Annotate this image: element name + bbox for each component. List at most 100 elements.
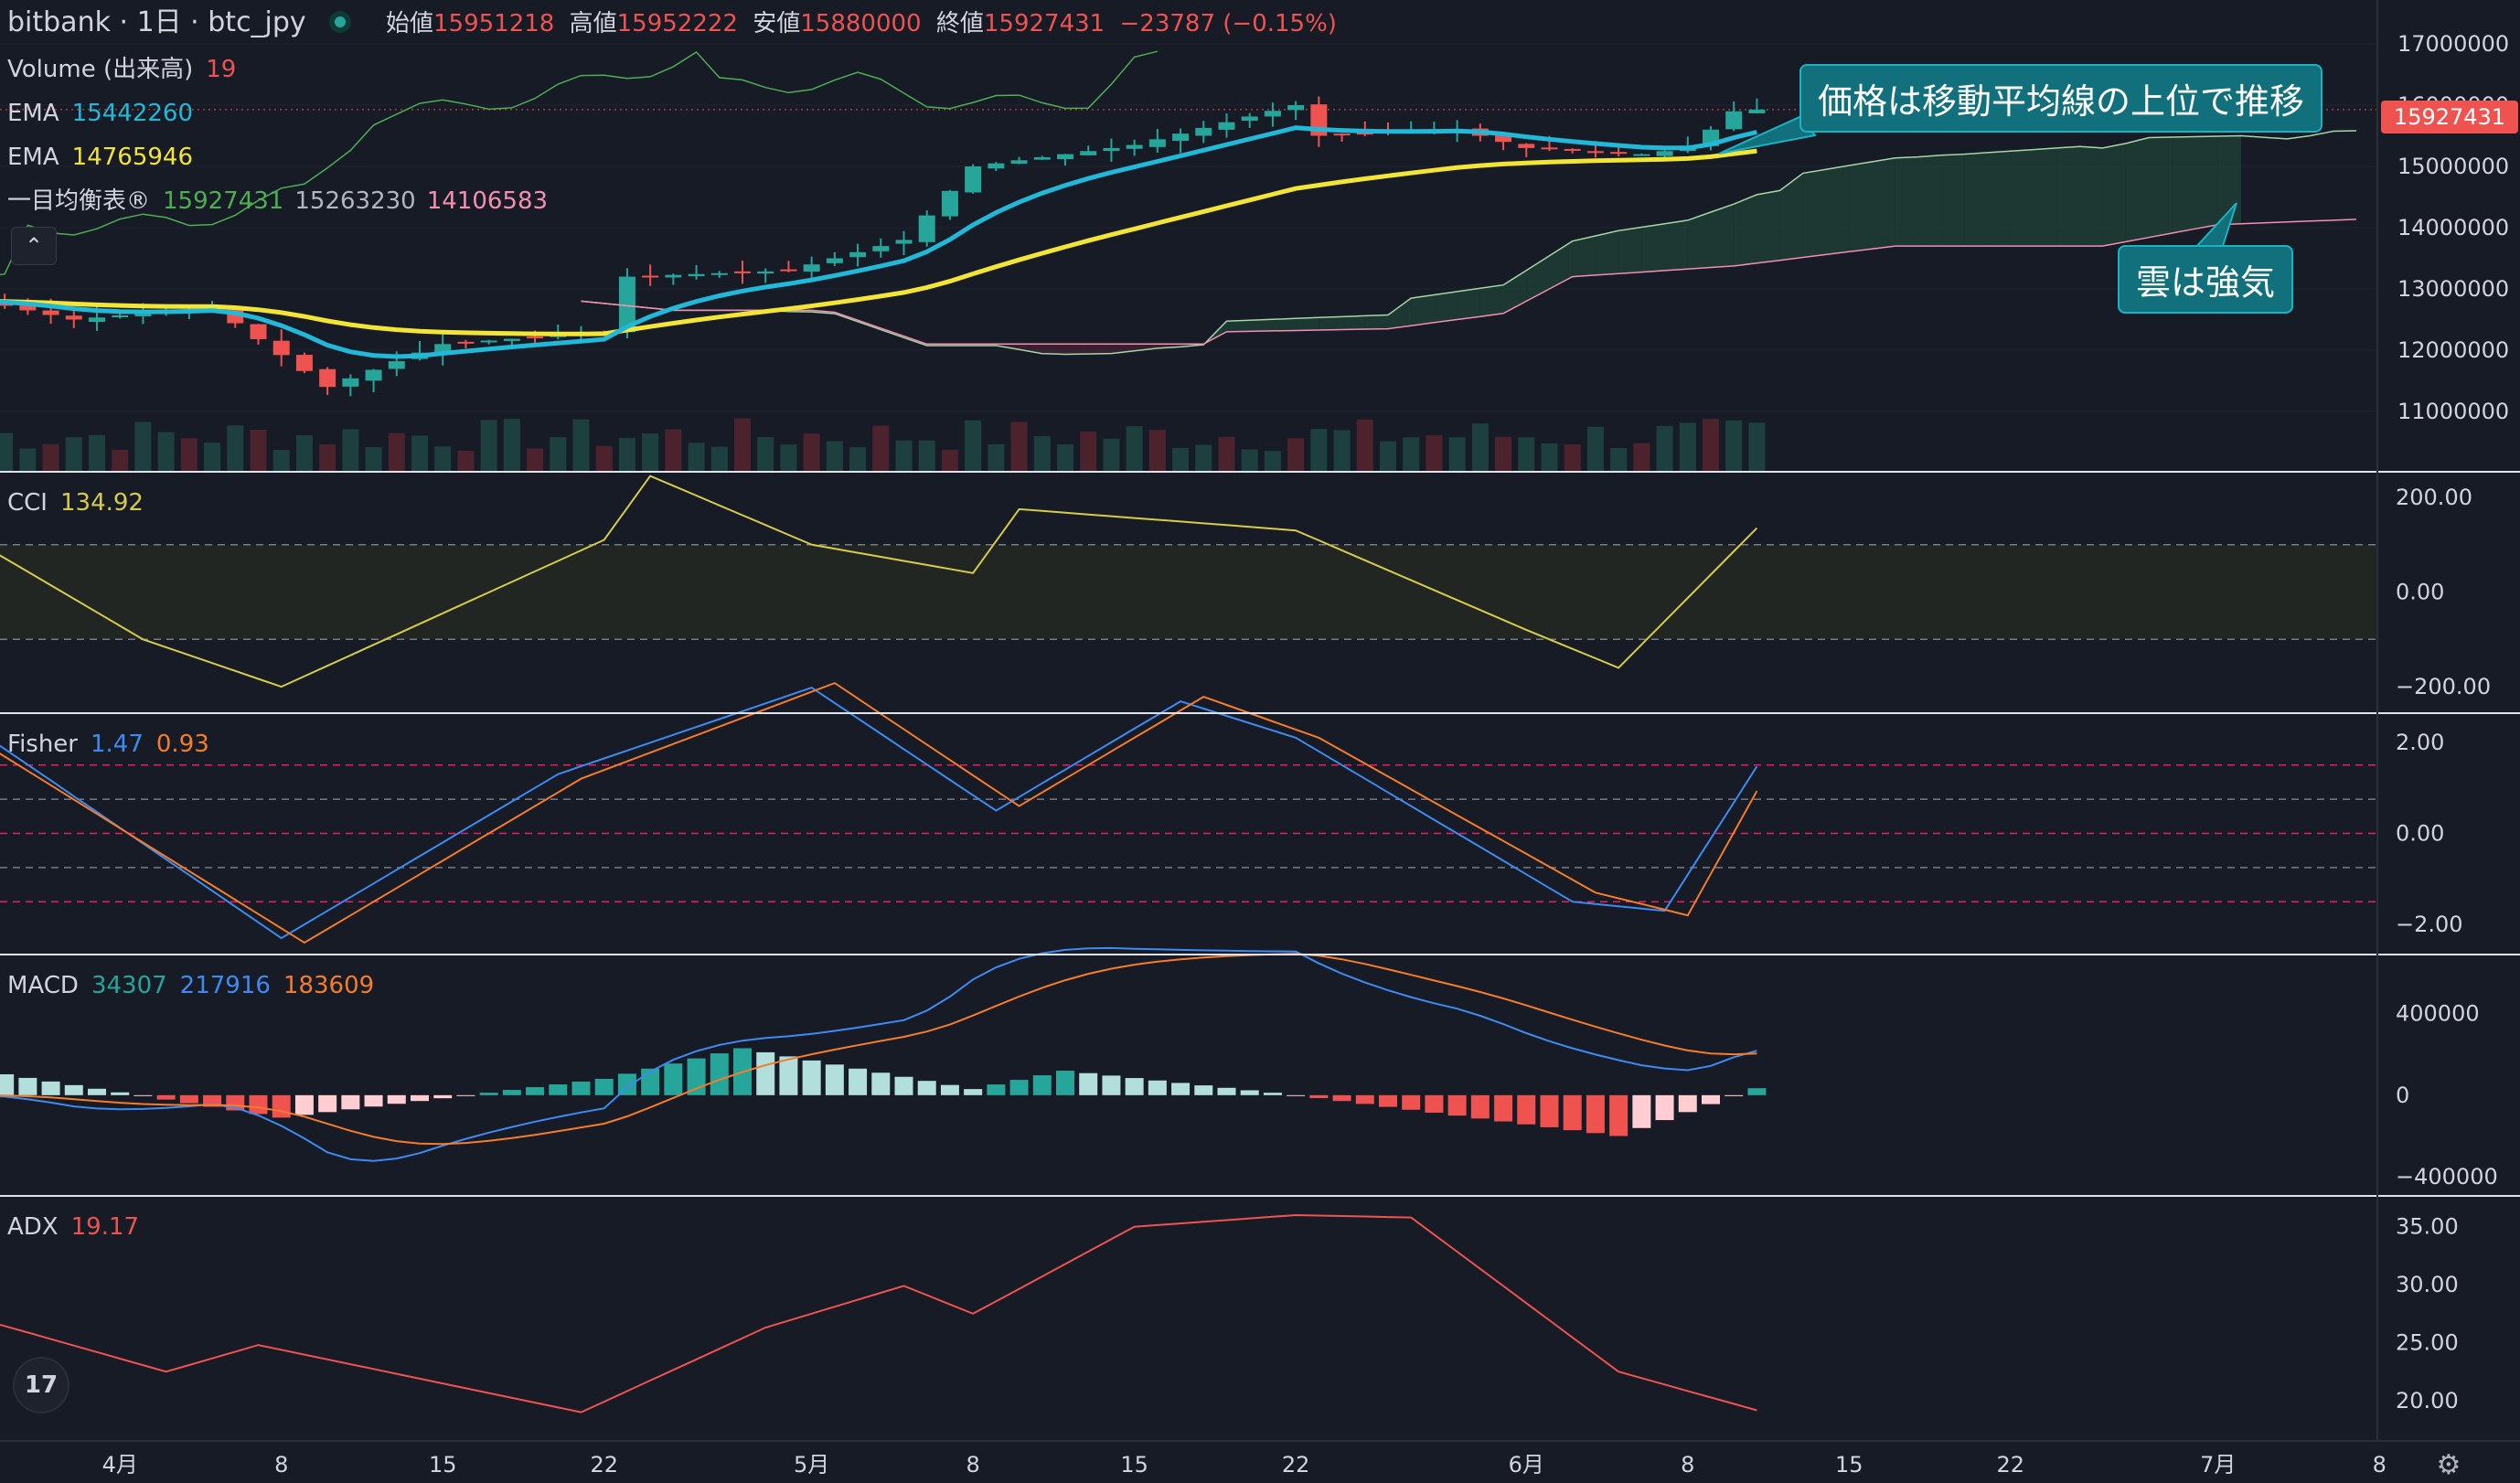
senkou-span-a	[581, 130, 2357, 356]
cloud-segment	[1457, 288, 1480, 320]
volume-bar	[1541, 443, 1558, 471]
volume-bar	[642, 433, 659, 471]
candle-body	[1080, 151, 1097, 155]
time-axis-label: 8	[274, 1452, 288, 1478]
time-axis-label: 15	[429, 1452, 457, 1478]
candle-body	[1656, 151, 1673, 156]
macd-histogram-bar	[111, 1092, 130, 1095]
collapse-legend-button[interactable]: ⌃	[11, 227, 57, 265]
candle-body	[688, 273, 705, 277]
indicator-line-trigger	[0, 681, 1758, 944]
macd-legend[interactable]: MACD 34307 217916 183609	[7, 972, 374, 999]
cloud-segment	[1249, 319, 1273, 332]
candle-body	[65, 315, 82, 320]
macd-histogram-bar	[156, 1094, 176, 1100]
cloud-segment	[1549, 240, 1573, 289]
volume-bar	[1310, 429, 1328, 471]
macd-histogram-bar	[318, 1094, 337, 1113]
cloud-segment	[1826, 165, 1850, 255]
macd-histogram-bar	[1032, 1075, 1052, 1095]
cloud-segment	[1019, 344, 1042, 354]
volume-bar	[780, 444, 797, 471]
volume-bar	[688, 443, 705, 471]
volume-bar	[918, 440, 935, 471]
ema2-legend[interactable]: EMA 14765946	[7, 144, 193, 171]
macd-histogram-bar	[1125, 1078, 1144, 1095]
candle-body	[1356, 133, 1373, 135]
macd-histogram-bar	[940, 1084, 959, 1095]
candle-body	[112, 315, 129, 318]
gear-icon[interactable]: ⚙	[2436, 1448, 2461, 1481]
ichimoku-value-3: 14106583	[427, 187, 548, 215]
volume-bar	[1380, 441, 1396, 471]
macd-histogram-bar	[964, 1089, 983, 1095]
ichimoku-legend[interactable]: 一目均衡表® 15927431 15263230 14106583	[7, 187, 548, 215]
annotation-callout-1[interactable]: 価格は移動平均線の上位で推移	[1799, 64, 2323, 133]
cloud-segment	[2056, 146, 2080, 247]
volume-bar	[1287, 438, 1305, 471]
volume-bar	[1703, 419, 1719, 471]
open-value: 15951218	[433, 10, 554, 37]
tradingview-logo-icon[interactable]: 17	[13, 1357, 69, 1414]
indicator-axis-label: 2.00	[2396, 730, 2444, 755]
volume-bar	[757, 437, 774, 471]
volume-value: 19	[206, 56, 236, 83]
macd-histogram-bar	[133, 1094, 153, 1096]
indicator-line-cci	[0, 475, 1758, 688]
ema2-label: EMA	[7, 144, 59, 171]
volume-bar	[250, 430, 267, 471]
adx-label: ADX	[7, 1213, 59, 1241]
annotation-callout-2[interactable]: 雲は強気	[2118, 245, 2294, 314]
macd-histogram-bar	[1470, 1094, 1490, 1119]
macd-histogram-bar	[411, 1094, 429, 1102]
macd-histogram-bar	[18, 1077, 37, 1095]
cloud-segment	[1041, 344, 1065, 355]
macd-histogram-bar	[987, 1084, 1006, 1095]
adx-legend[interactable]: ADX 19.17	[7, 1213, 139, 1241]
market-status-dot-icon	[335, 16, 346, 27]
ema1-legend[interactable]: EMA 15442260	[7, 100, 193, 127]
volume-bar	[134, 421, 152, 471]
volume-bar	[1195, 444, 1212, 471]
volume-bar	[941, 449, 958, 471]
macd-histogram-bar	[1402, 1094, 1421, 1110]
macd-histogram-bar	[802, 1060, 821, 1095]
cci-legend[interactable]: CCI 134.92	[7, 489, 144, 517]
symbol-title[interactable]: bitbank · 1日 · btc_jpy	[7, 6, 306, 38]
macd-histogram-bar	[341, 1094, 360, 1110]
cloud-segment	[2079, 146, 2103, 247]
candle-body	[1287, 105, 1305, 111]
macd-histogram-bar	[433, 1094, 453, 1099]
volume-bar	[503, 419, 520, 471]
candle-body	[1495, 134, 1512, 143]
volume-bar	[388, 432, 405, 471]
candle-body	[918, 215, 935, 242]
volume-bar	[1471, 423, 1489, 471]
volume-bar	[272, 450, 290, 471]
candle-body	[941, 190, 958, 217]
volume-bar	[365, 446, 382, 471]
macd-histogram-bar	[272, 1094, 291, 1118]
cloud-segment	[1964, 152, 1988, 247]
macd-histogram-bar	[294, 1094, 314, 1115]
main-legend: bitbank · 1日 · btc_jpy 始値15951218 高値1595…	[7, 6, 1337, 215]
candle-body	[1633, 154, 1650, 156]
cloud-segment	[1664, 219, 1688, 271]
fisher-legend[interactable]: Fisher 1.47 0.93	[7, 731, 209, 758]
volume-bar	[826, 441, 843, 471]
candle-body	[965, 166, 982, 193]
volume-bar	[1172, 447, 1190, 471]
volume-bar	[1633, 443, 1650, 471]
candle-body	[388, 361, 405, 369]
cloud-segment	[1687, 212, 1711, 270]
volume-bar	[734, 418, 751, 471]
volume-bar	[988, 443, 1005, 471]
candle-body	[1033, 156, 1051, 160]
volume-legend[interactable]: Volume (出来高) 19	[7, 56, 236, 83]
fisher-value: 1.47	[91, 731, 144, 758]
volume-bar	[157, 432, 175, 471]
candle-body	[803, 264, 820, 272]
cloud-segment	[1595, 230, 1619, 275]
